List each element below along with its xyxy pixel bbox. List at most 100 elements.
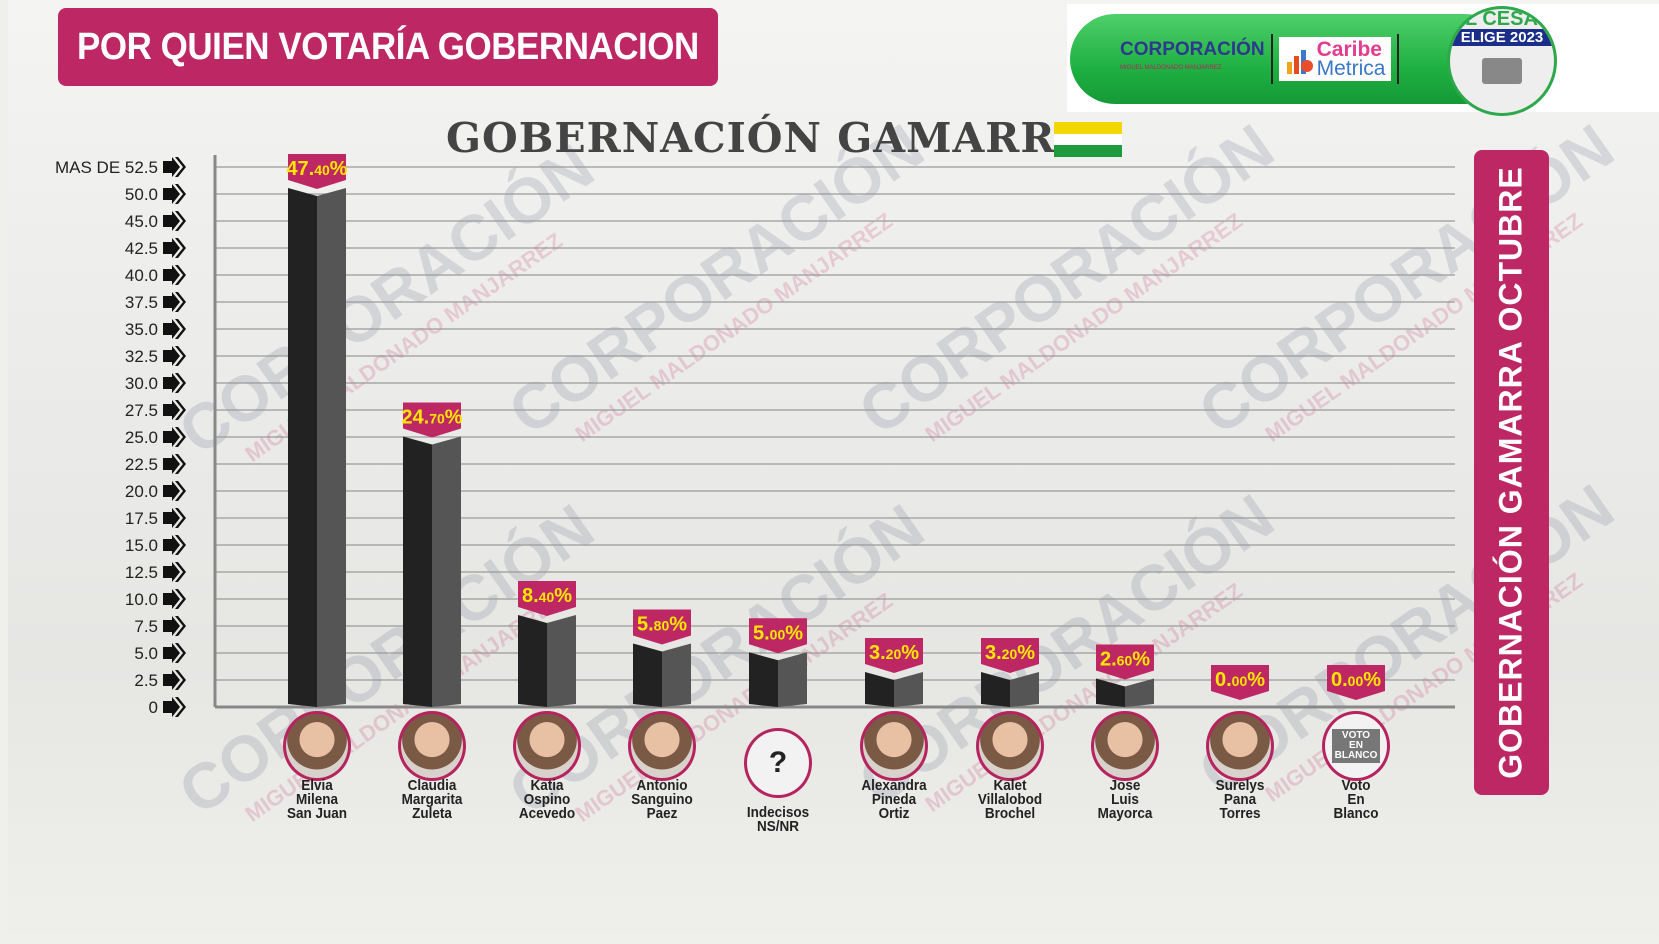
candidate-name: Elvia Milena San Juan (268, 777, 367, 822)
double-arrow-icon (163, 265, 180, 285)
candidate-name-line: Indecisos (746, 804, 810, 821)
blank-vote-icon: VOTO EN BLANCO (1322, 711, 1390, 781)
divider (1270, 34, 1273, 84)
y-tick-label: 17.5 (125, 509, 158, 528)
double-arrow-icon (175, 616, 186, 636)
candidate-name-line: Antonio (636, 777, 688, 794)
double-arrow-icon (175, 265, 186, 285)
double-arrow-icon (163, 346, 180, 366)
value-badge (749, 618, 807, 654)
cesar-flag-icon (1054, 122, 1122, 157)
bar-left-face (518, 615, 547, 707)
blank-vote-text: VOTO EN BLANCO (1332, 729, 1380, 763)
sponsor-logos: CORPORACIÓN MIGUEL MALDONADO MANJARREZ Ca… (1070, 14, 1510, 104)
candidate-name-line: Paez (646, 805, 678, 822)
y-tick-label: 25.0 (125, 428, 158, 447)
double-arrow-icon (175, 535, 186, 555)
bar-right-face (317, 187, 346, 708)
double-arrow-icon (175, 319, 186, 339)
candidate-name-line: Torres (1219, 805, 1261, 822)
double-arrow-icon (163, 535, 180, 555)
value-label: 47.40% (286, 158, 347, 180)
value-label: 24.70% (401, 407, 462, 429)
chart-title: GOBERNACIÓN GAMARRA (446, 114, 1089, 162)
header-title-box: POR QUIEN VOTARÍA GOBERNACION (58, 8, 718, 86)
corporacion-logo: CORPORACIÓN MIGUEL MALDONADO MANJARREZ (1120, 39, 1265, 71)
candidate-name-line: Pineda (871, 791, 917, 808)
candidate-photo (860, 711, 928, 781)
candidate-name-line: Mayorca (1097, 805, 1153, 822)
double-arrow-icon (175, 562, 186, 582)
value-badge (981, 637, 1039, 673)
candidate-name-line: Elvia (301, 777, 333, 794)
y-tick-label: 32.5 (125, 347, 158, 366)
double-arrow-icon (175, 400, 186, 420)
candidate-name: Claudia Margarita Zuleta (383, 777, 482, 821)
bar-right-face (432, 436, 461, 707)
value-label: 8.40% (522, 585, 572, 607)
y-tick-label: 27.5 (125, 401, 158, 420)
candidate-name: Indecisos NS/NR (729, 804, 828, 835)
value-label: 3.20% (869, 642, 919, 664)
y-tick-label: 37.5 (125, 293, 158, 312)
double-arrow-icon (163, 427, 180, 447)
bar-left-face (1096, 678, 1125, 707)
candidate-name-line: Ospino (523, 791, 571, 808)
y-tick-label: 20.0 (125, 482, 158, 501)
double-arrow-icon (163, 454, 180, 474)
double-arrow-icon (175, 697, 186, 717)
y-tick-label: 50.0 (125, 185, 158, 204)
candidate-name-line: Claudia (407, 777, 457, 794)
candidate-name-line: Pana (1223, 791, 1257, 808)
value-label: 0.00% (1331, 669, 1381, 691)
value-label: 3.20% (985, 642, 1035, 664)
y-tick-label: 2.5 (134, 671, 158, 690)
double-arrow-icon (163, 211, 180, 231)
value-badge (1096, 644, 1154, 680)
question-mark: ? (768, 746, 788, 779)
value-label: 0.00% (1215, 669, 1265, 691)
candidate-name: Jose Luis Mayorca (1076, 778, 1175, 822)
y-tick-label: 40.0 (125, 266, 158, 285)
y-tick-label: 45.0 (125, 212, 158, 231)
double-arrow-icon (175, 184, 186, 204)
bar-right-face (662, 643, 691, 707)
value-badge (288, 153, 346, 189)
y-tick-label: 10.0 (125, 590, 158, 609)
candidate-name: Surelys Pana Torres (1191, 777, 1290, 822)
double-arrow-icon (163, 481, 180, 501)
candidate-name-line: Luis (1111, 791, 1139, 808)
double-arrow-icon (175, 211, 186, 231)
candidate-name-line: Villalobod (977, 791, 1043, 808)
double-arrow-icon (163, 400, 180, 420)
candidate-name-line: Brochel (984, 805, 1036, 822)
candidate-name-line: NS/NR (756, 818, 799, 835)
bar-left-face (749, 652, 778, 707)
candidate-name-line: San Juan (286, 805, 348, 822)
candidate-name-line: Surelys (1215, 777, 1265, 794)
candidate-name-line: En (1347, 791, 1365, 808)
candidate-photo (1091, 711, 1159, 781)
bar-right-face (778, 652, 807, 707)
double-arrow-icon (163, 292, 180, 312)
candidate-name: Alexandra Pineda Ortiz (845, 778, 944, 821)
candidate-photo (513, 711, 581, 781)
candidate-name-line: Kalet (993, 777, 1027, 794)
y-tick-label: 0 (149, 698, 158, 717)
bar-left-face (288, 187, 317, 708)
y-tick-label: 12.5 (125, 563, 158, 582)
bar-chart-logo-icon (1286, 50, 1313, 74)
candidate-photo (1206, 711, 1274, 781)
candidate-name-line: Voto (1341, 777, 1371, 794)
caribe-metrica-logo: Caribe Metrica (1278, 37, 1392, 81)
value-label: 5.80% (637, 613, 687, 635)
y-tick-label: 42.5 (125, 239, 158, 258)
bar-left-face (403, 436, 432, 707)
y-tick-label: 7.5 (134, 617, 158, 636)
double-arrow-icon (175, 346, 186, 366)
candidate-photo (976, 711, 1044, 781)
y-tick-label: 22.5 (125, 455, 158, 474)
candidate-name: Antonio Sanguino Paez (613, 777, 712, 822)
y-tick-label: 30.0 (125, 374, 158, 393)
